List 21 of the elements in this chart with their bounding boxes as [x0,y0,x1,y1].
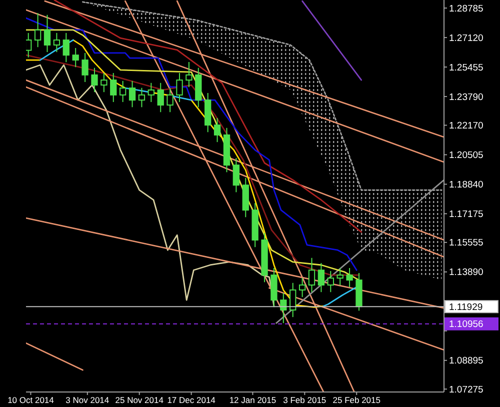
ref-line-label: 1.11929 [449,302,483,313]
y-tick-label: 1.07275 [449,384,484,396]
ref-line-label: 1.10956 [449,319,484,330]
y-tick-label: 1.28785 [449,3,484,14]
y-tick-label: 1.13890 [449,267,484,278]
y-tick-label: 1.08895 [449,356,484,367]
y-tick-label: 1.27120 [449,32,484,44]
y-tick-label: 1.15555 [449,238,484,249]
x-tick-label: 3 Feb 2015 [283,395,326,405]
y-tick-label: 1.22170 [449,120,484,132]
y-tick-label: 1.20505 [449,150,484,162]
x-tick-label: 25 Feb 2015 [332,395,381,405]
y-tick-label: 1.18840 [449,180,484,191]
x-tick-label: 3 Nov 2014 [66,395,110,405]
x-tick-label: 10 Oct 2014 [8,395,54,405]
y-tick-label: 1.23790 [449,92,484,103]
y-tick-label: 1.25455 [449,62,484,74]
y-tick-label: 1.17175 [449,209,484,220]
x-tick-label: 12 Jan 2015 [229,395,276,405]
x-tick-label: 25 Nov 2014 [115,395,164,405]
x-tick-label: 17 Dec 2014 [167,395,216,405]
